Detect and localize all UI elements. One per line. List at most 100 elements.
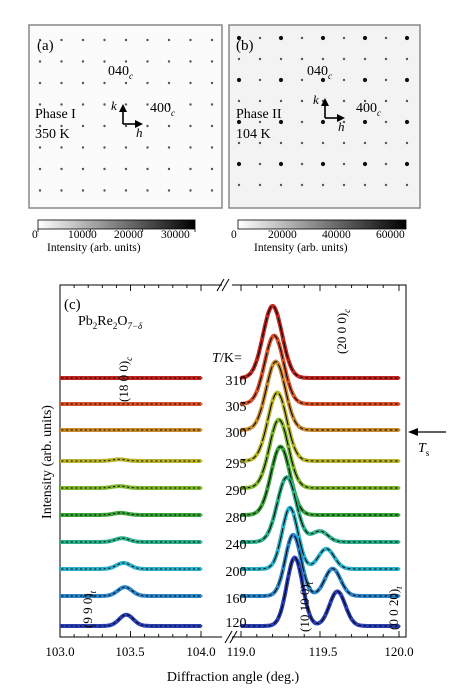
trace-120-point bbox=[302, 591, 306, 595]
trace-200-point bbox=[86, 567, 90, 571]
trace-120-point bbox=[265, 624, 269, 628]
trace-120-point bbox=[86, 624, 90, 628]
trace-120-point bbox=[318, 621, 322, 624]
panel-b-axes-arrows bbox=[321, 98, 345, 122]
trace-240-point bbox=[350, 540, 353, 544]
trace-120-point bbox=[176, 624, 179, 628]
trace-310-point bbox=[276, 314, 280, 318]
trace-160-point bbox=[86, 594, 90, 598]
trace-240-point bbox=[86, 540, 90, 544]
trace-310-point bbox=[171, 376, 175, 380]
trace-120-point bbox=[276, 617, 280, 621]
diffraction-spot bbox=[146, 103, 149, 106]
trace-240-point bbox=[100, 540, 104, 544]
trace-200-point bbox=[77, 567, 81, 571]
diffraction-spot bbox=[38, 124, 42, 128]
trace-280-point bbox=[397, 513, 401, 517]
trace-310-point bbox=[82, 376, 85, 380]
trace-310-point bbox=[287, 358, 290, 362]
trace-200-point bbox=[302, 555, 306, 558]
trace-120-point bbox=[96, 624, 99, 628]
diffraction-spot bbox=[103, 189, 106, 192]
diffraction-spot bbox=[384, 57, 388, 61]
panel-b-colorbar-tick-0: 0 bbox=[231, 229, 237, 241]
diffraction-spot bbox=[60, 38, 63, 42]
trace-310-point bbox=[162, 376, 165, 380]
trace-290-point bbox=[323, 486, 327, 490]
trace-300-point bbox=[171, 428, 175, 432]
trace-200-point bbox=[129, 563, 132, 567]
trace-160-point bbox=[244, 594, 248, 598]
trace-305-point bbox=[72, 402, 76, 406]
panel-c-label: (c) bbox=[64, 297, 81, 313]
trace-240-point bbox=[355, 540, 359, 544]
trace-200-point bbox=[190, 567, 194, 571]
trace-160-point bbox=[157, 594, 161, 598]
trace-160-point bbox=[329, 568, 332, 571]
trace-240-point bbox=[162, 540, 165, 544]
diffraction-spot bbox=[167, 81, 171, 85]
trace-120-point bbox=[133, 619, 137, 623]
trace-120-point bbox=[397, 624, 401, 628]
trace-200-point bbox=[255, 567, 259, 571]
trace-310-point bbox=[185, 376, 189, 380]
panel-b-colorbar bbox=[237, 219, 407, 230]
trace-300-point bbox=[339, 428, 343, 432]
trace-200-point bbox=[119, 561, 123, 565]
trace-120-point bbox=[292, 556, 296, 560]
trace-120-point bbox=[387, 624, 390, 628]
trace-300-point bbox=[63, 428, 67, 432]
trace-310-point bbox=[115, 376, 118, 380]
trace-310-point bbox=[180, 376, 184, 380]
trace-290-point bbox=[60, 486, 62, 490]
trace-310-point bbox=[157, 376, 161, 380]
trace-280-point bbox=[276, 447, 280, 451]
panel-b: (b) 040c 400c Phase II 104 K k h 0 20000… bbox=[228, 24, 421, 254]
trace-200-point bbox=[143, 567, 147, 571]
trace-290-point bbox=[68, 486, 71, 490]
trace-295-point bbox=[162, 459, 165, 463]
trace-240-point bbox=[147, 540, 151, 544]
trace-295-point bbox=[318, 459, 322, 463]
diffraction-spot bbox=[38, 189, 42, 192]
trace-120-point bbox=[72, 624, 76, 628]
trace-290-point bbox=[110, 485, 114, 489]
diffraction-spot bbox=[278, 77, 284, 83]
trace-160-point bbox=[371, 594, 375, 598]
trace-305-point bbox=[371, 402, 375, 406]
trace-290-point bbox=[360, 486, 364, 490]
trace-300-point bbox=[265, 382, 269, 386]
trace-290-point bbox=[318, 486, 322, 490]
diffraction-spot bbox=[81, 124, 85, 128]
trace-290-point bbox=[302, 484, 306, 488]
trace-280-point bbox=[387, 513, 390, 517]
trace-160-point bbox=[110, 593, 114, 596]
diffraction-spot bbox=[189, 60, 192, 63]
trace-160-point bbox=[250, 594, 253, 598]
diffraction-spot bbox=[320, 77, 326, 83]
panel-c-traces bbox=[60, 303, 401, 628]
trace-300-point bbox=[166, 428, 170, 432]
trace-310-point bbox=[138, 376, 142, 380]
trace-240-point bbox=[110, 539, 114, 543]
diffraction-spot bbox=[342, 99, 346, 103]
trace-160-point bbox=[147, 594, 151, 598]
diffraction-spot bbox=[342, 120, 346, 124]
diffraction-spot bbox=[236, 77, 242, 83]
trace-160-point bbox=[63, 594, 67, 598]
temperature-label-120: 120 bbox=[226, 616, 247, 631]
trace-295-point bbox=[110, 458, 114, 462]
trace-240-point bbox=[381, 540, 385, 544]
trace-160-point bbox=[105, 594, 109, 597]
trace-305-point bbox=[350, 402, 353, 406]
trace-290-point bbox=[355, 486, 359, 490]
trace-305-point bbox=[318, 402, 322, 406]
trace-290-point bbox=[77, 486, 81, 490]
diffraction-spot bbox=[81, 146, 85, 149]
temperature-label-305: 305 bbox=[226, 400, 247, 415]
trace-120-point bbox=[344, 606, 348, 610]
diffraction-spot bbox=[210, 103, 214, 106]
diffraction-spot bbox=[362, 77, 368, 83]
trace-200-point bbox=[162, 567, 165, 571]
trace-300-point bbox=[276, 361, 280, 365]
